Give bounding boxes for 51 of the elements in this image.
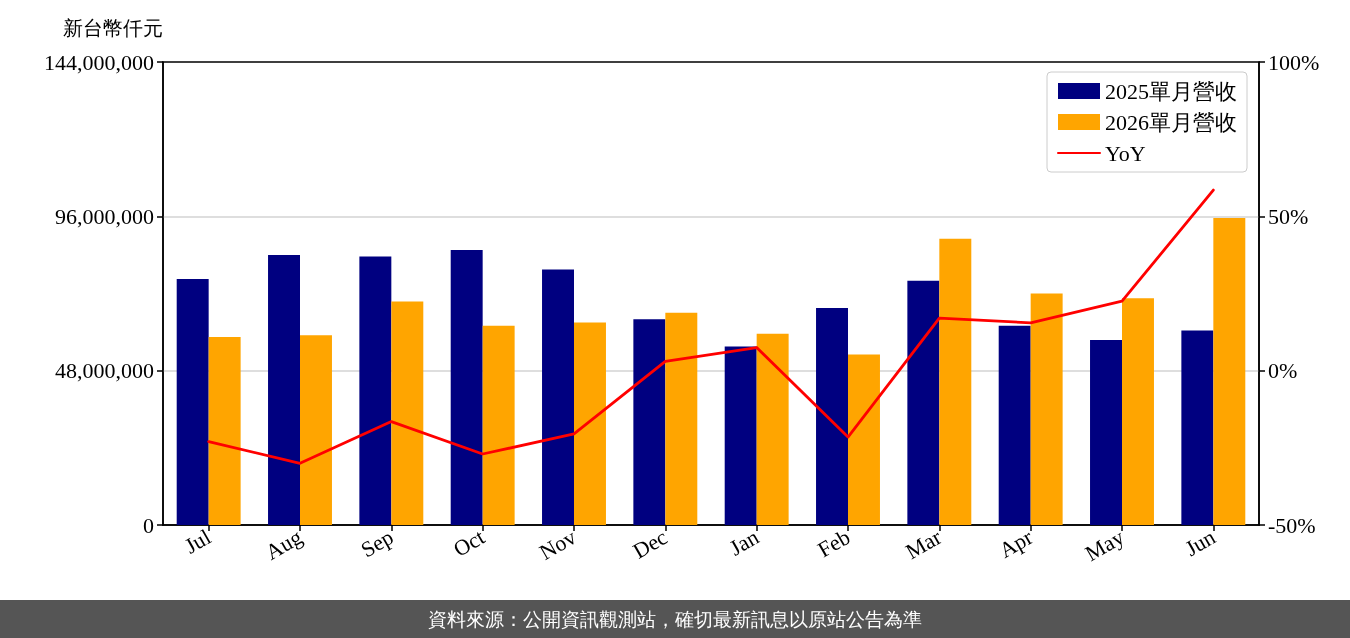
bar (1213, 217, 1246, 525)
bar (359, 256, 392, 525)
bar (665, 312, 698, 525)
bar (300, 335, 332, 525)
x-tick-label: Jan (725, 524, 763, 561)
bar (482, 325, 515, 525)
y2-tick-label: -50% (1268, 512, 1316, 538)
bar (1181, 330, 1214, 525)
legend-label: YoY (1105, 140, 1146, 166)
y2-tick-label: 50% (1268, 203, 1309, 229)
bar (756, 333, 789, 525)
bar (939, 238, 972, 525)
x-tick-label: Dec (628, 524, 672, 564)
bar (998, 325, 1031, 525)
line-series (207, 188, 1215, 465)
x-tick-label: Mar (901, 523, 947, 565)
x-tick-label: Feb (813, 524, 855, 563)
bar (1122, 298, 1154, 525)
x-tick-label: Jun (1180, 524, 1220, 562)
bar (176, 279, 209, 525)
bar (907, 280, 940, 525)
bar (450, 250, 483, 525)
y2-tick-label: 0% (1268, 358, 1298, 384)
bar (633, 319, 666, 525)
y2-tick-label: 100% (1268, 49, 1320, 75)
bar (208, 336, 241, 525)
x-tick-label: Nov (534, 524, 581, 565)
x-tick-label: Jul (180, 524, 215, 559)
bar (848, 354, 880, 525)
x-tick-label: Oct (448, 524, 489, 562)
bar (1030, 293, 1063, 525)
bar (724, 346, 757, 525)
bar (268, 254, 300, 525)
y-axis-title: 新台幣仟元 (63, 17, 163, 39)
x-tick-label: May (1080, 524, 1129, 566)
bar (574, 322, 606, 525)
bar (391, 301, 424, 525)
legend-label: 2026單月營收 (1105, 109, 1237, 135)
legend-label: 2025單月營收 (1105, 78, 1237, 104)
bar (542, 269, 574, 525)
y-tick-label: 144,000,000 (44, 49, 154, 75)
x-tick-label: Sep (356, 524, 398, 563)
footer-band: 資料來源：公開資訊觀測站，確切最新訊息以原站公告為準 (0, 600, 1350, 638)
x-tick-label: Aug (260, 524, 307, 565)
y-tick-label: 96,000,000 (55, 203, 154, 229)
y-tick-label: 0 (143, 512, 154, 538)
source-note: 資料來源：公開資訊觀測站，確切最新訊息以原站公告為準 (428, 607, 922, 631)
bar (1090, 340, 1122, 525)
x-tick-label: Apr (994, 523, 1038, 563)
y-tick-label: 48,000,000 (55, 358, 154, 384)
bar (816, 307, 848, 525)
